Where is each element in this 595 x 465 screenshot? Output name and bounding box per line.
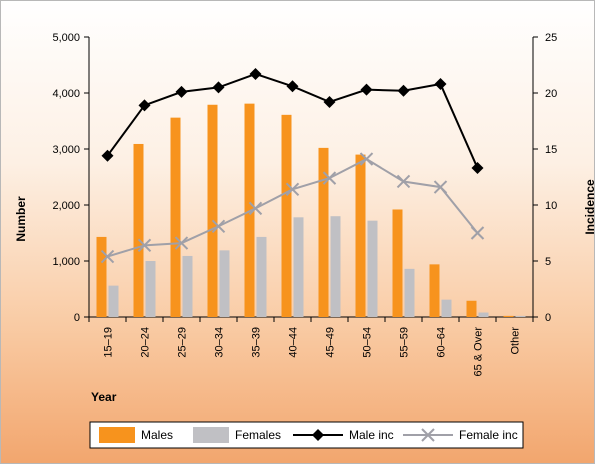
point-male-inc [175,85,188,98]
bar-females [145,261,156,317]
bar-females [256,236,267,317]
point-female-inc [248,201,263,216]
bar-females [515,315,526,317]
x-tick-label: 30–34 [214,327,226,358]
legend-swatch-females [193,427,229,443]
bar-males [96,236,107,317]
point-female-inc [174,236,189,250]
y-tick-label-right: 10 [545,200,557,212]
point-female-inc [470,226,485,240]
x-tick-label: 15–19 [103,327,115,358]
point-female-inc [211,219,226,233]
legend-label-female-inc: Female inc [459,428,518,442]
y-tick-label-left: 0 [74,312,80,324]
bar-males [133,143,144,317]
x-axis-title: Year [91,390,117,404]
y-tick-label-left: 4,000 [52,88,80,100]
legend-label-male-inc: Male inc [349,428,394,442]
y-tick-label-right: 0 [545,312,551,324]
x-tick-label: 45–49 [325,327,337,358]
x-tick-label: Other [510,327,522,355]
y2-axis-title: Incidence [583,179,595,235]
bar-females [182,255,193,317]
y-tick-label-left: 5,000 [52,32,80,44]
bar-males [392,209,403,317]
point-male-inc [360,83,373,96]
bar-males [355,154,366,317]
x-tick-label: 50–54 [362,327,374,358]
x-tick-label: 25–29 [177,327,189,358]
bar-males [503,315,514,317]
bar-females [330,216,341,317]
y-axis-title: Number [14,196,28,242]
point-male-inc [323,95,336,108]
legend-label-males: Males [141,428,173,442]
bar-females [367,220,378,317]
y-tick-label-left: 3,000 [52,144,80,156]
point-female-inc [322,171,337,185]
point-female-inc [137,238,152,253]
x-tick-label: 35–39 [251,327,263,358]
bar-females [404,268,415,317]
point-male-inc [286,80,299,93]
point-male-inc [249,67,262,80]
x-tick-label: 65 & Over [473,327,485,377]
y-tick-label-right: 25 [545,32,557,44]
x-tick-label: 40–44 [288,327,300,358]
bar-females [219,250,230,317]
legend-marker-female-inc [421,428,435,442]
x-tick-label: 60–64 [436,327,448,358]
bar-females [293,217,304,317]
point-male-inc [138,99,151,112]
point-female-inc [359,152,374,166]
point-male-inc [212,81,225,94]
bar-males [281,114,292,317]
y-tick-label-right: 15 [545,144,557,156]
bar-males [466,300,477,317]
x-tick-label: 55–59 [399,327,411,358]
bar-males [207,104,218,317]
y-tick-label-right: 20 [545,88,557,100]
bar-females [441,299,452,317]
point-female-inc [285,182,300,197]
legend-swatch-males [99,427,135,443]
point-female-inc [100,249,115,264]
legend-marker-male-inc [312,429,324,441]
point-female-inc [433,180,448,194]
legend-label-females: Females [235,428,281,442]
point-male-inc [397,84,410,97]
y-tick-label-right: 5 [545,256,551,268]
y-tick-label-left: 1,000 [52,256,80,268]
bar-males [429,264,440,317]
bar-females [478,312,489,317]
point-male-inc [434,78,447,91]
y-tick-label-left: 2,000 [52,200,80,212]
point-male-inc [471,162,484,175]
x-tick-label: 20–24 [140,327,152,358]
point-male-inc [101,149,114,162]
bar-females [108,285,119,317]
bar-males [318,147,329,317]
line-female-inc [107,157,479,258]
point-female-inc [396,174,411,189]
bar-males [170,117,181,317]
